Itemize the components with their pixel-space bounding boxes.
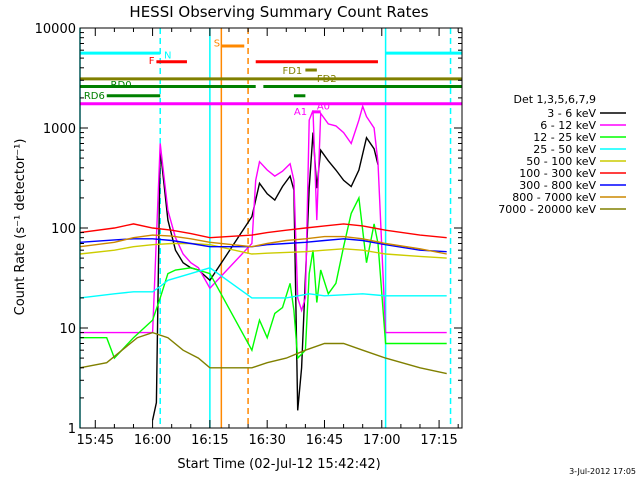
flag-label-s: S (214, 38, 220, 49)
series-line-6 (79, 238, 447, 253)
count-rate-series (79, 104, 447, 421)
flag-label-n: N (164, 51, 171, 62)
legend-label-5: 100 - 300 keV (519, 167, 596, 180)
series-line-5 (79, 223, 447, 239)
flag-label-a0: A0 (317, 101, 330, 112)
legend-label-6: 300 - 800 keV (519, 179, 596, 192)
date-stamp: 3-Jul-2012 17:05 (569, 467, 636, 476)
x-tick-label: 16:15 (191, 433, 228, 448)
legend-label-2: 12 - 25 keV (533, 131, 596, 144)
flag-label-rd6: RD6 (84, 91, 105, 102)
x-tick-label: 17:00 (363, 433, 400, 448)
flag-label-fd1: FD1 (282, 66, 302, 77)
x-tick-label: 16:30 (248, 433, 285, 448)
legend-label-4: 50 - 100 keV (526, 155, 596, 168)
flag-label-a1: A1 (294, 107, 307, 118)
series-line-2 (80, 195, 447, 360)
series-line-8 (79, 331, 447, 375)
series-line-0 (151, 132, 379, 421)
y-tick-label: 1000 (43, 122, 76, 137)
flag-label-rd0: RD0 (111, 80, 132, 91)
observing-flags: N S F FD1 FD2 RD0 RD6 A0 A1 (79, 28, 462, 428)
flag-label-fd2: FD2 (317, 74, 337, 85)
y-axis-label: Count Rate (s⁻¹ detector⁻¹) (13, 139, 28, 316)
series-line-7 (79, 234, 447, 255)
y-tick-label: 100 (51, 222, 76, 237)
x-tick-label: 17:15 (420, 433, 457, 448)
legend-label-8: 7000 - 20000 keV (498, 203, 596, 216)
series-line-4 (79, 242, 447, 259)
x-axis-label: Start Time (02-Jul-12 15:42:42) (177, 457, 380, 472)
series-line-3 (79, 267, 447, 299)
x-tick-label: 16:00 (134, 433, 171, 448)
x-tick-label: 16:45 (306, 433, 343, 448)
axes: 15:45 16:00 16:15 16:30 16:45 17:00 17:15 1 10 10… (35, 22, 463, 448)
legend-label-7: 800 - 7000 keV (512, 191, 596, 204)
x-tick-label: 15:45 (77, 433, 114, 448)
y-tick-label: 10000 (35, 22, 76, 37)
y-tick-label: 10 (59, 322, 76, 337)
chart-title: HESSI Observing Summary Count Rates (129, 3, 428, 21)
legend-label-0: 3 - 6 keV (547, 107, 596, 120)
flag-label-f: F (149, 56, 155, 67)
legend-label-3: 25 - 50 keV (533, 143, 596, 156)
y-tick-label: 1 (68, 422, 76, 437)
legend-label-1: 6 - 12 keV (540, 119, 596, 132)
legend-title: Det 1,3,5,6,7,9 (513, 93, 596, 106)
